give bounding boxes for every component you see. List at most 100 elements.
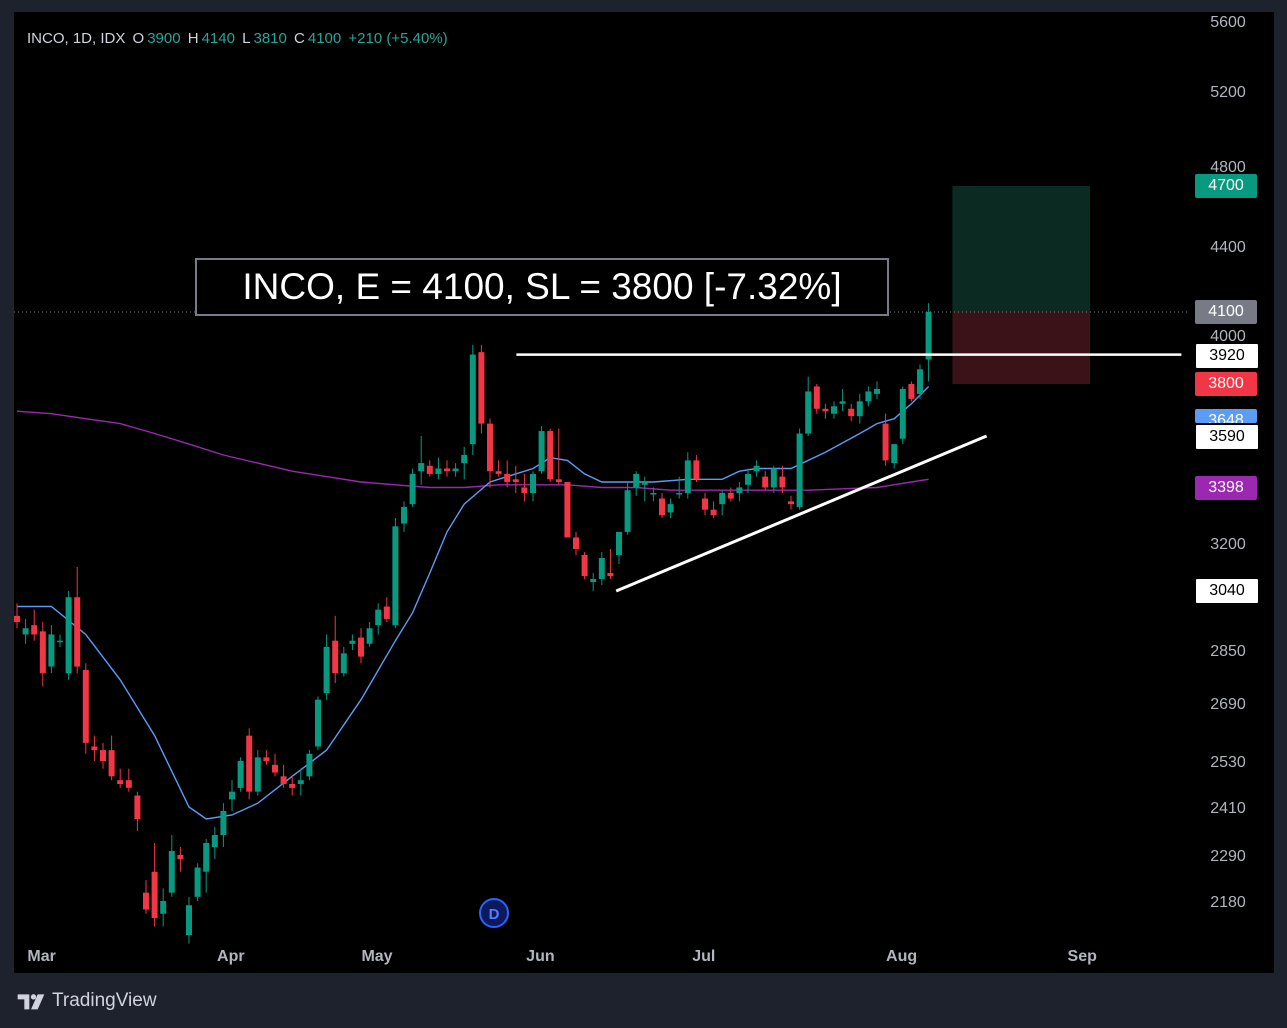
candle-body (882, 423, 889, 461)
candle-body (813, 386, 820, 409)
candle-body (530, 473, 536, 493)
y-tick-label: 2690 (1210, 696, 1246, 713)
candle-body (899, 388, 906, 439)
candle-body (349, 640, 356, 644)
candle-body (151, 871, 158, 918)
price-tag-ma-slow: 3398 (1195, 476, 1257, 500)
y-tick-label: 3200 (1210, 536, 1246, 553)
candle-body (315, 699, 321, 747)
candle-body (134, 795, 141, 819)
x-tick-label: Aug (886, 948, 917, 965)
candle-body (633, 473, 640, 488)
legend-high-label: H (187, 30, 199, 47)
ma-slow-line (16, 410, 929, 491)
x-tick-label: Sep (1068, 948, 1098, 965)
trade-annotation[interactable]: INCO, E = 4100, SL = 3800 [-7.32%] (195, 258, 889, 316)
candle-body (908, 384, 915, 399)
symbol-legend: INCO, 1D, IDX O 3900 H 4140 L 3810 C 4100 +2… (27, 30, 451, 47)
price-tag-target: 4700 (1195, 174, 1257, 198)
price-tag-low-ref: 3040 (1195, 578, 1259, 604)
candle-body (547, 431, 554, 480)
candle-body (624, 490, 631, 532)
candle-body (160, 901, 167, 914)
price-tag-ma-fast: 3648 (1195, 409, 1257, 423)
candle-body (263, 757, 270, 761)
y-tick-label: 2290 (1210, 848, 1246, 865)
target-zone (952, 186, 1090, 312)
candle-body (57, 640, 63, 643)
candle-body (848, 408, 855, 417)
stop-zone (952, 312, 1090, 384)
candle-body (323, 646, 330, 694)
candle-body (736, 487, 743, 493)
candle-body (831, 406, 837, 414)
candle-body (478, 352, 485, 424)
candle-body (168, 851, 175, 893)
candle-body (426, 465, 433, 474)
tradingview-logo[interactable]: TradingView (16, 990, 157, 1012)
candle-body (693, 460, 700, 480)
candle-body (186, 905, 192, 935)
candle-body (14, 615, 20, 623)
candle-body (211, 835, 218, 847)
candle-body (504, 473, 511, 483)
legend-symbol[interactable]: INCO, 1D, IDX (27, 30, 126, 47)
candle-body (667, 504, 674, 513)
y-tick-label: 4400 (1210, 239, 1246, 256)
candle-body (65, 597, 72, 674)
candle-body (229, 791, 235, 800)
x-tick-label: Mar (27, 948, 55, 965)
legend-close-label: C (294, 30, 305, 47)
candle-body (659, 498, 665, 516)
candle-body (839, 401, 846, 404)
candle-body (48, 634, 55, 667)
candle-body (650, 493, 657, 495)
candle-body (495, 471, 502, 474)
legend-high: 4140 (201, 30, 235, 47)
candle-body (418, 463, 425, 472)
candle-body (444, 468, 450, 472)
support-trendline (615, 434, 988, 593)
brand-name: TradingView (52, 990, 157, 1011)
candle-body (108, 750, 115, 777)
candle-body (452, 468, 459, 472)
candle-body (796, 433, 803, 507)
candle-body (392, 526, 399, 626)
legend-low-label: L (242, 30, 251, 47)
candle-body (512, 479, 519, 483)
y-tick-label: 2180 (1210, 894, 1246, 911)
y-tick-label: 5200 (1210, 84, 1246, 101)
legend-low: 3810 (253, 30, 287, 47)
candle-body (220, 811, 227, 835)
candle-body (280, 776, 287, 784)
candle-body (917, 369, 923, 394)
candle-body (702, 498, 708, 510)
candle-body (246, 735, 253, 792)
candle-body (745, 473, 751, 485)
candle-body (39, 631, 46, 674)
candle-body (762, 476, 769, 488)
candle-body (254, 757, 261, 792)
candle-body (874, 388, 880, 394)
x-tick-label: Jul (692, 948, 715, 965)
legend-change: +210 (+5.40%) (348, 30, 448, 47)
candle-body (925, 312, 932, 360)
candle-body (340, 653, 347, 674)
legend-open: 3900 (147, 30, 181, 47)
candle-body (237, 761, 244, 788)
candle-body (779, 476, 786, 488)
candle-body (194, 867, 201, 897)
candle-body (272, 764, 278, 773)
candle-body (31, 625, 38, 635)
candle-body (332, 640, 339, 674)
candle-body (856, 401, 863, 417)
candle-body (435, 468, 442, 474)
candle-body (487, 423, 493, 472)
candle-body (521, 487, 528, 493)
x-tick-label: May (361, 948, 392, 965)
tradingview-logo-icon (17, 994, 45, 1010)
candle-body (573, 537, 579, 549)
candle-body (710, 509, 717, 516)
